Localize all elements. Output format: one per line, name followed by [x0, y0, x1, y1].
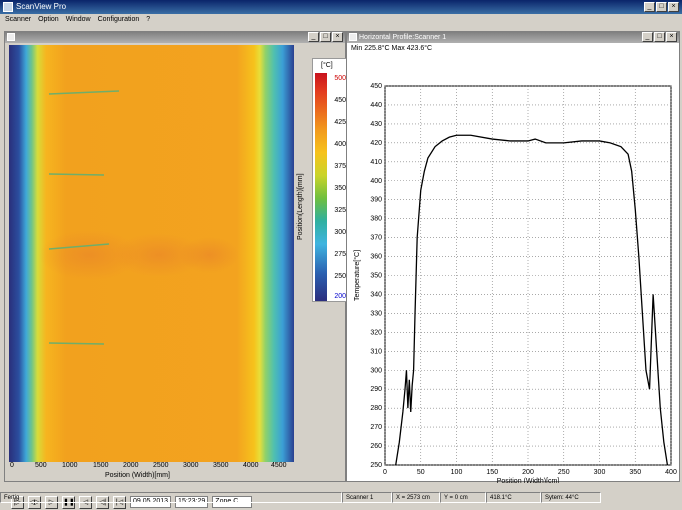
status-scanner: Scanner 1 [342, 492, 392, 503]
x-axis-label: Position (Width)[cm] [497, 478, 560, 483]
close-button[interactable]: × [666, 32, 677, 42]
heatmap-x-ticks: 0 500 1000 1500 2000 2500 3000 3500 4000… [5, 462, 347, 472]
menu-option[interactable]: Option [38, 16, 59, 23]
colorbar-label: 425 [334, 119, 346, 126]
colorbar-label: 375 [334, 163, 346, 170]
status-x: X = 2573 cm [392, 492, 440, 503]
colorbar-gradient [315, 73, 327, 301]
profile-window-title: Horizontal Profile:Scanner 1 _ □ × [347, 32, 679, 43]
profile-window: Horizontal Profile:Scanner 1 _ □ × Min 2… [346, 31, 681, 483]
x-tick: 500 [35, 462, 47, 469]
y-axis-label: Temperature[°C] [353, 250, 361, 301]
x-tick: 3500 [213, 462, 229, 469]
x-tick-label: 100 [451, 469, 463, 476]
temperature-profile-chart[interactable]: 250 260 270 280 290 300 310 320 330 340 350 360 370 3… [347, 32, 681, 483]
profile-window-controls: _ □ × [642, 32, 677, 42]
y-tick-label: 270 [370, 424, 382, 431]
app-icon [3, 2, 13, 12]
app-titlebar: ScanView Pro _ □ × [0, 0, 682, 14]
minimize-button[interactable]: _ [308, 32, 319, 42]
app-title: ScanView Pro [16, 2, 67, 11]
colorbar-label: 250 [334, 273, 346, 280]
x-tick: 4500 [271, 462, 287, 469]
x-tick-label: 250 [558, 469, 570, 476]
close-button[interactable]: × [332, 32, 343, 42]
colorbar-label: 325 [334, 207, 346, 214]
x-tick-label: 150 [486, 469, 498, 476]
y-tick-label: 310 [370, 348, 382, 355]
y-tick-label: 290 [370, 386, 382, 393]
y-tick-label: 260 [370, 443, 382, 450]
x-tick-label: 50 [417, 469, 425, 476]
y-tick-label: 420 [370, 140, 382, 147]
x-tick-label: 300 [594, 469, 606, 476]
status-ready: Fertig [0, 492, 342, 503]
minimize-button[interactable]: _ [644, 2, 655, 12]
colorbar-label: 275 [334, 251, 346, 258]
menu-window[interactable]: Window [65, 16, 91, 23]
color-scale-legend: [°C] 500 450 425 400 375 350 325 300 275… [312, 58, 350, 302]
x-tick: 2500 [153, 462, 169, 469]
menu-scanner[interactable]: Scanner [5, 16, 32, 23]
maximize-button[interactable]: □ [320, 32, 331, 42]
x-axis-label: Position (Width)[mm] [105, 472, 170, 479]
heatmap-graphic [9, 45, 294, 462]
x-tick-label: 0 [383, 469, 387, 476]
heatmap-window-controls: _ □ × [308, 32, 343, 42]
colorbar-label: 350 [334, 185, 346, 192]
y-tick-label: 440 [370, 102, 382, 109]
y-tick-label: 360 [370, 254, 382, 261]
profile-title: Horizontal Profile:Scanner 1 [359, 34, 447, 41]
x-tick: 4000 [243, 462, 259, 469]
y-tick-label: 430 [370, 121, 382, 128]
colorbar-label: 450 [334, 97, 346, 104]
y-tick-label: 330 [370, 310, 382, 317]
y-tick-label: 320 [370, 329, 382, 336]
y-tick-label: 250 [370, 462, 382, 469]
maximize-button[interactable]: □ [654, 32, 665, 42]
window-icon [7, 33, 15, 41]
status-temp: 418.1°C [486, 492, 541, 503]
x-tick: 2000 [123, 462, 139, 469]
maximize-button[interactable]: □ [656, 2, 667, 12]
colorbar-label: 400 [334, 141, 346, 148]
menu-configuration[interactable]: Configuration [97, 16, 140, 23]
thermal-heatmap[interactable] [9, 45, 294, 462]
y-tick-label: 300 [370, 367, 382, 374]
close-button[interactable]: × [668, 2, 679, 12]
min-max-readout: Min 225.8°C Max 423.6°C [351, 45, 433, 52]
x-tick: 1500 [93, 462, 109, 469]
minimize-button[interactable]: _ [642, 32, 653, 42]
window-controls: _ □ × [644, 2, 679, 12]
y-tick-label: 340 [370, 291, 382, 298]
x-tick: 1000 [62, 462, 78, 469]
colorbar-unit: [°C] [321, 62, 333, 69]
colorbar-label: 500 [334, 75, 346, 82]
colorbar-label: 300 [334, 229, 346, 236]
x-tick-label: 350 [629, 469, 641, 476]
status-system: Sytem: 44°C [541, 492, 601, 503]
y-tick-label: 280 [370, 405, 382, 412]
heatmap-window: _ □ × [4, 31, 350, 509]
window-icon [349, 33, 357, 41]
menu-help[interactable]: ? [146, 16, 151, 23]
x-tick: 0 [10, 462, 14, 469]
status-y: Y = 0 cm [440, 492, 486, 503]
x-tick-label: 200 [522, 469, 534, 476]
x-tick: 3000 [183, 462, 199, 469]
y-tick-label: 400 [370, 178, 382, 185]
temperature-series-line [395, 134, 669, 466]
status-bar: Fertig Scanner 1 X = 2573 cm Y = 0 cm 41… [0, 491, 682, 504]
y-axis-label: Position(Length)[mm] [297, 173, 304, 240]
menu-bar: Scanner Option Window Configuration ? [0, 14, 682, 26]
x-tick-label: 400 [665, 469, 677, 476]
heatmap-window-title: _ □ × [5, 32, 345, 43]
y-tick-label: 370 [370, 235, 382, 242]
colorbar-label: 200 [334, 293, 346, 300]
y-tick-label: 450 [370, 83, 382, 90]
y-tick-label: 410 [370, 159, 382, 166]
y-tick-label: 380 [370, 216, 382, 223]
y-tick-label: 350 [370, 273, 382, 280]
y-tick-label: 390 [370, 197, 382, 204]
